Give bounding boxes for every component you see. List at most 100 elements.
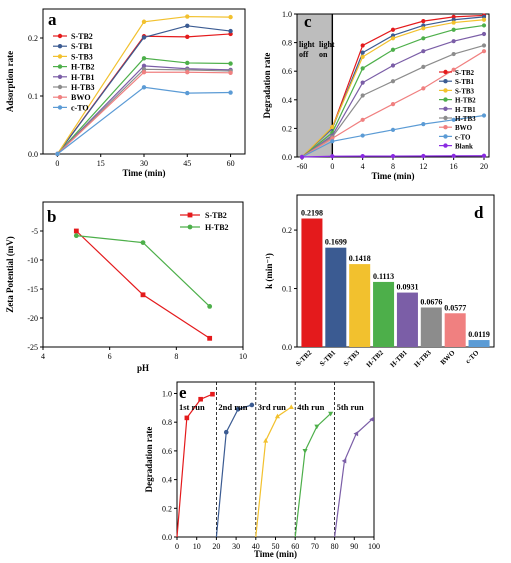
data-point	[263, 438, 269, 443]
data-point	[207, 335, 213, 341]
x-tick-label: 80	[331, 542, 339, 551]
x-axis-label: Time (min)	[371, 171, 414, 181]
data-point	[369, 416, 374, 422]
data-point	[360, 133, 365, 138]
category-label: S-TB3	[342, 348, 361, 367]
data-point	[141, 70, 147, 75]
x-tick-label: 0	[55, 159, 59, 168]
data-point	[55, 151, 60, 157]
legend-marker	[443, 115, 448, 121]
data-point	[451, 20, 456, 25]
run-label: 2nd run	[218, 402, 247, 412]
x-axis-label: Time (min)	[122, 168, 165, 178]
data-point	[141, 19, 147, 24]
category-label: H-TB3	[412, 348, 433, 369]
data-point	[140, 292, 146, 298]
legend-label: H-TB1	[71, 73, 95, 82]
legend-label: S-TB2	[455, 69, 475, 77]
axes-frame	[296, 194, 495, 348]
series-line	[57, 86, 231, 155]
data-point	[360, 154, 365, 159]
series-line	[57, 65, 231, 155]
data-point	[451, 39, 456, 44]
legend-marker	[57, 105, 63, 110]
data-point	[274, 413, 280, 419]
data-point	[73, 228, 79, 234]
y-tick-label: 0.2	[162, 504, 172, 513]
data-point	[198, 396, 203, 402]
data-point	[249, 402, 255, 408]
y-tick-label: 0.1	[28, 92, 38, 101]
series-line	[255, 406, 292, 538]
bar	[396, 292, 418, 347]
bar-value-label: 0.0577	[444, 303, 466, 312]
data-point	[330, 139, 335, 144]
category-label: S-TB1	[318, 348, 337, 367]
y-tick-label: 0.6	[162, 447, 172, 456]
series-line	[57, 71, 231, 155]
data-point	[360, 50, 365, 55]
x-tick-label: 10	[193, 542, 201, 551]
panel-letter: d	[474, 203, 484, 222]
data-point	[421, 36, 426, 41]
data-point	[235, 406, 241, 412]
data-point	[288, 404, 294, 409]
y-axis-label: Zeta Potential (mV)	[5, 236, 15, 312]
legend-marker	[443, 69, 448, 75]
legend-label: BWO	[71, 93, 91, 102]
y-tick-label: 1.0	[162, 389, 172, 398]
data-point	[330, 124, 335, 130]
data-point	[314, 424, 320, 430]
x-tick-label: 30	[140, 159, 148, 168]
x-tick-label: 30	[232, 542, 240, 551]
light-off-label: light	[299, 40, 315, 49]
y-tick-label: 0.0	[28, 150, 38, 159]
y-tick-label: 0.2	[282, 226, 292, 235]
x-tick-label: 100	[368, 542, 380, 551]
data-point	[451, 67, 456, 72]
y-axis-label: Adsorption rate	[5, 51, 15, 112]
data-point	[185, 70, 190, 75]
data-point	[421, 122, 426, 127]
x-tick-label: 50	[272, 542, 280, 551]
legend-label: BWO	[455, 124, 473, 132]
bar-value-label: 0.2198	[301, 209, 323, 218]
y-tick-label: 0.0	[162, 533, 172, 542]
data-point	[341, 458, 347, 464]
data-point	[421, 19, 426, 24]
bar	[325, 247, 347, 347]
bar	[420, 307, 442, 347]
x-tick-label: 12	[419, 162, 427, 171]
legend-label: S-TB1	[455, 78, 475, 86]
data-point	[228, 70, 233, 76]
bar-value-label: 0.1113	[373, 272, 394, 281]
data-point	[451, 51, 456, 57]
x-tick-label: 8	[174, 352, 178, 361]
x-axis-label: Time (min)	[254, 549, 297, 559]
category-label: H-TB1	[389, 348, 410, 369]
legend-label: S-TB2	[205, 211, 227, 220]
data-point	[481, 23, 487, 28]
x-tick-label: 4	[41, 352, 45, 361]
data-point	[141, 35, 147, 40]
light-on-label: light	[319, 40, 335, 49]
data-point	[390, 154, 396, 159]
series-line	[176, 393, 213, 538]
data-point	[360, 66, 365, 71]
legend-marker	[57, 84, 63, 90]
data-point	[185, 23, 190, 29]
y-tick-label: 0.1	[282, 285, 292, 294]
series-line	[75, 230, 210, 339]
x-tick-label: 8	[391, 162, 395, 171]
y-tick-label: -10	[27, 256, 38, 265]
bar	[373, 281, 395, 347]
bar-value-label: 0.0931	[396, 283, 418, 292]
legend-marker	[443, 97, 448, 102]
legend-label: H-TB2	[205, 223, 229, 232]
legend-label: S-TB1	[71, 42, 93, 51]
data-point	[141, 56, 147, 61]
data-point	[360, 43, 365, 48]
x-tick-label: 60	[227, 159, 235, 168]
data-point	[184, 415, 190, 421]
x-tick-label: 10	[239, 352, 247, 361]
